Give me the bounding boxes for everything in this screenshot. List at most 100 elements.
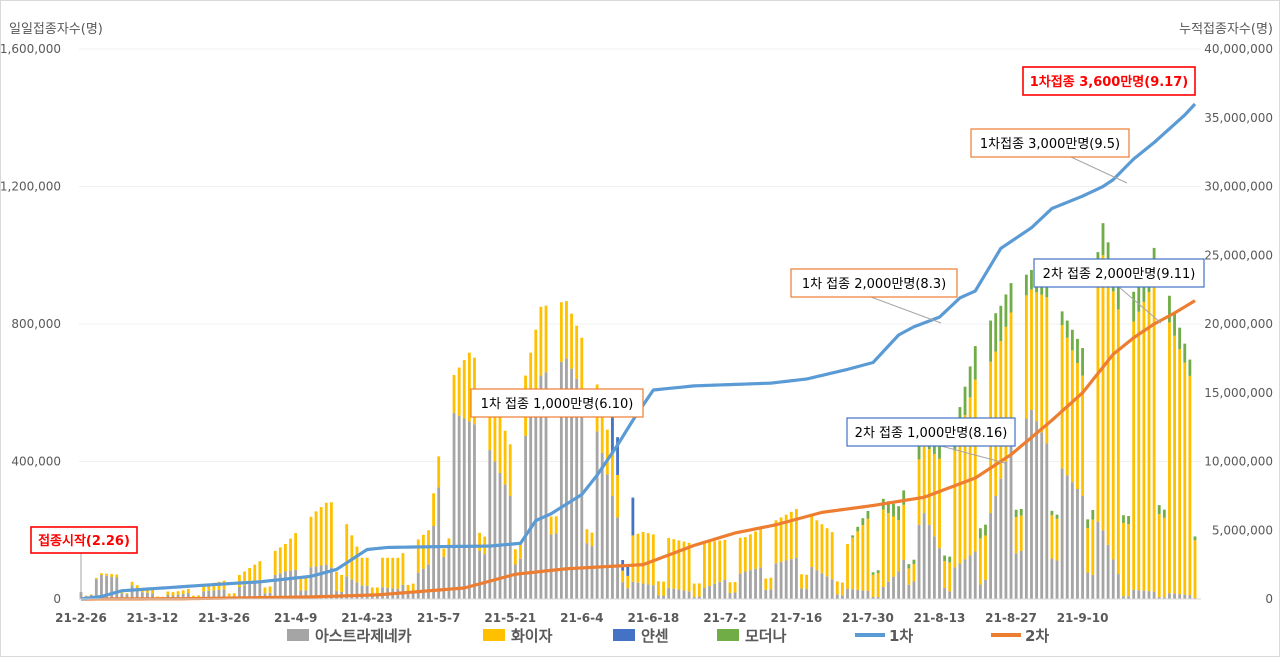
pfizer-bar xyxy=(605,429,609,475)
astrazeneca-bar xyxy=(958,563,962,599)
astrazeneca-bar xyxy=(207,590,211,599)
annotation-box xyxy=(970,128,1130,158)
astrazeneca-bar xyxy=(508,495,512,600)
astrazeneca-bar xyxy=(708,585,711,599)
pfizer-bar xyxy=(779,517,783,562)
pfizer-bar xyxy=(743,537,747,572)
pfizer-bar xyxy=(820,524,824,574)
astrazeneca-bar xyxy=(1030,409,1033,599)
moderna-bar xyxy=(897,506,901,520)
moderna-bar xyxy=(1060,311,1064,326)
annotation-label: 접종시작(2.26) xyxy=(38,533,130,549)
astrazeneca-bar xyxy=(718,581,722,599)
moderna-bar xyxy=(866,510,870,519)
pfizer-bar xyxy=(284,544,287,572)
astrazeneca-bar xyxy=(324,564,328,600)
pfizer-bar xyxy=(657,581,660,596)
astrazeneca-bar xyxy=(478,550,481,600)
pfizer-bar xyxy=(841,582,844,596)
astrazeneca-bar xyxy=(100,574,103,599)
pfizer-bar xyxy=(559,302,563,362)
left-tick-label: 1,600,000 xyxy=(1,42,61,56)
pfizer-bar xyxy=(544,305,548,373)
pfizer-bar xyxy=(304,577,308,591)
pfizer-bar xyxy=(953,450,957,568)
astrazeneca-bar xyxy=(534,395,538,599)
pfizer-bar xyxy=(554,516,558,534)
pfizer-bar xyxy=(1193,540,1197,599)
astrazeneca-bar xyxy=(125,594,129,599)
x-tick-label: 21-9-10 xyxy=(1057,611,1109,625)
astrazeneca-bar xyxy=(544,372,548,600)
pfizer-bar xyxy=(1070,350,1074,483)
cumulative-lines xyxy=(80,102,1197,601)
astrazeneca-bar xyxy=(927,524,931,599)
pfizer-bar xyxy=(416,539,420,573)
pfizer-bar xyxy=(805,574,809,590)
pfizer-bar xyxy=(294,533,298,570)
astrazeneca-bar xyxy=(289,570,292,599)
pfizer-bar xyxy=(835,581,839,595)
moderna-bar xyxy=(1009,283,1013,313)
astrazeneca-bar xyxy=(304,590,308,599)
moderna-bar xyxy=(892,503,895,517)
moderna-bar xyxy=(871,572,875,575)
astrazeneca-bar xyxy=(432,525,435,599)
astrazeneca-bar xyxy=(1122,596,1125,599)
pfizer-bar xyxy=(754,531,757,569)
x-tick-label: 21-4-9 xyxy=(274,611,317,625)
annotation-label: 1차 접종 2,000만명(8.3) xyxy=(802,277,946,292)
x-axis-ticks: 21-2-26 21-3-12 21-3-26 21-4-9 21-4-23 21-5-7… xyxy=(55,611,1108,625)
astrazeneca-bar xyxy=(1111,559,1115,599)
pfizer-bar xyxy=(1106,273,1110,545)
pfizer-bar xyxy=(1137,311,1141,591)
astrazeneca-bar xyxy=(186,592,190,599)
pfizer-bar xyxy=(447,538,451,547)
annotation-leader-line xyxy=(1118,286,1162,324)
astrazeneca-bar xyxy=(651,585,655,599)
astrazeneca-bar xyxy=(1096,521,1100,599)
pfizer-bar xyxy=(1045,297,1049,444)
astrazeneca-bar xyxy=(595,431,599,599)
pfizer-bar xyxy=(309,516,313,568)
astrazeneca-bar xyxy=(1137,590,1141,599)
astrazeneca-bar xyxy=(243,585,246,599)
pfizer-bar xyxy=(585,529,589,544)
astrazeneca-bar xyxy=(774,563,778,599)
pfizer-bar xyxy=(958,432,962,564)
left-tick-label: 0 xyxy=(53,592,61,606)
astrazeneca-bar xyxy=(851,589,855,599)
pfizer-bar xyxy=(697,583,701,597)
pfizer-bar xyxy=(181,590,185,594)
astrazeneca-bar xyxy=(360,585,364,599)
astrazeneca-bar xyxy=(513,564,517,599)
pfizer-bar xyxy=(401,553,405,585)
astrazeneca-bar xyxy=(314,566,318,599)
astrazeneca-bar xyxy=(789,559,793,600)
right-tick-label: 0 xyxy=(1265,592,1273,606)
astrazeneca-bar xyxy=(181,593,185,599)
pfizer-bar xyxy=(1188,375,1192,596)
pfizer-bar xyxy=(1030,289,1033,410)
pfizer-bar xyxy=(89,594,93,595)
legend-swatch xyxy=(717,629,739,641)
pfizer-bar xyxy=(319,507,323,566)
astrazeneca-bar xyxy=(590,546,594,599)
moderna-bar xyxy=(943,555,947,562)
pfizer-bar xyxy=(488,389,492,451)
astrazeneca-bar xyxy=(1157,597,1161,599)
pfizer-bar xyxy=(897,519,901,572)
astrazeneca-bar xyxy=(212,590,216,599)
legend-label: 2차 xyxy=(1025,627,1049,645)
astrazeneca-bar xyxy=(1127,596,1130,599)
legend-label: 얀센 xyxy=(641,627,669,645)
moderna-bar xyxy=(948,556,952,563)
astrazeneca-bar xyxy=(1019,550,1023,600)
moderna-bar xyxy=(938,439,941,459)
astrazeneca-bar xyxy=(1106,544,1110,599)
pfizer-bar xyxy=(764,578,768,590)
astrazeneca-bar xyxy=(687,591,691,599)
pfizer-bar xyxy=(202,585,206,592)
pfizer-bar xyxy=(886,513,890,582)
astrazeneca-bar xyxy=(994,495,998,600)
